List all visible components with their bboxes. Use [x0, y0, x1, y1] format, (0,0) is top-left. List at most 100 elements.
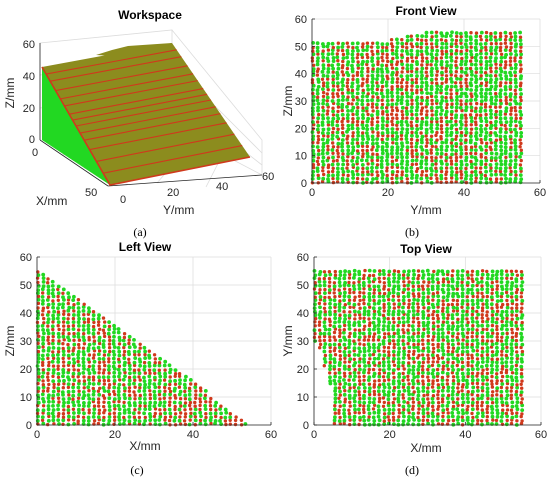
- top-data-point: [456, 386, 460, 390]
- top-data-point: [406, 363, 411, 368]
- top-data-point: [357, 328, 362, 332]
- left-data-point: [158, 378, 162, 383]
- top-data-point: [519, 357, 524, 361]
- left-data-point: [127, 367, 132, 371]
- front-data-point: [514, 133, 518, 138]
- left-data-point: [219, 415, 223, 420]
- front-data-point: [434, 30, 439, 34]
- front-data-point: [479, 51, 483, 56]
- top-data-point: [495, 393, 499, 397]
- left-data-point: [47, 414, 51, 419]
- top-data-point: [485, 327, 489, 332]
- front-data-point: [395, 163, 400, 167]
- front-data-point: [429, 172, 434, 177]
- front-data-point: [425, 62, 429, 67]
- top-data-point: [515, 302, 519, 307]
- left-data-point: [77, 316, 81, 321]
- top-data-point: [431, 321, 436, 325]
- left-data-point: [56, 350, 61, 354]
- top-data-point: [343, 346, 347, 350]
- front-data-point: [355, 70, 360, 75]
- top-data-point: [499, 305, 504, 309]
- top-data-point: [510, 411, 514, 416]
- top-data-point: [491, 418, 495, 422]
- top-data-point: [396, 399, 401, 404]
- front-data-point: [365, 84, 370, 88]
- top-data-point: [515, 385, 519, 390]
- front-data-point: [513, 138, 517, 143]
- top-data-point: [446, 418, 451, 423]
- left-data-point: [72, 338, 76, 342]
- front-data-point: [346, 119, 350, 123]
- top-data-point: [401, 404, 406, 409]
- front-data-point: [389, 90, 394, 95]
- front-data-point: [385, 169, 389, 173]
- left-xtick-label: 0: [34, 429, 40, 441]
- top-data-point: [510, 378, 515, 383]
- front-data-point: [355, 41, 360, 46]
- top-data-point: [327, 270, 332, 274]
- top-data-point: [358, 403, 362, 408]
- top-data-point: [446, 303, 450, 307]
- front-data-point: [429, 134, 434, 138]
- front-data-point: [430, 155, 434, 160]
- front-data-point: [464, 31, 468, 35]
- top-data-point: [323, 295, 327, 300]
- front-data-point: [444, 148, 449, 153]
- top-data-point: [328, 360, 332, 365]
- left-data-point: [173, 396, 178, 400]
- front-data-point: [360, 55, 365, 60]
- top-data-point: [465, 415, 470, 420]
- front-data-point: [365, 59, 370, 64]
- top-data-point: [431, 368, 436, 373]
- left-data-point: [163, 418, 167, 422]
- left-data-point: [106, 389, 111, 394]
- top-data-point: [430, 287, 435, 292]
- top-data-point: [455, 302, 460, 307]
- top-data-point: [391, 411, 395, 416]
- left-data-point: [98, 327, 102, 331]
- left-data-point: [56, 291, 61, 295]
- top-data-point: [480, 330, 485, 335]
- front-data-point: [420, 52, 424, 57]
- front-data-point: [469, 88, 473, 92]
- front-data-point: [371, 145, 375, 149]
- left-data-point: [137, 415, 142, 420]
- front-data-point: [479, 119, 484, 123]
- front-ytick-label: 60: [295, 14, 307, 26]
- top-data-point: [406, 291, 411, 296]
- left-data-point: [198, 418, 203, 423]
- front-data-point: [488, 163, 493, 167]
- left-data-point: [101, 316, 106, 320]
- front-data-point: [325, 56, 330, 61]
- top-data-point: [432, 309, 436, 314]
- left-data-point: [82, 386, 86, 390]
- left-data-point: [183, 415, 187, 419]
- top-data-point: [421, 382, 425, 386]
- top-data-point: [426, 371, 431, 376]
- front-data-point: [474, 66, 479, 71]
- front-data-point: [395, 41, 400, 45]
- front-data-point: [485, 38, 489, 42]
- front-data-point: [498, 155, 503, 160]
- front-data-point: [479, 70, 484, 74]
- front-data-point: [444, 45, 449, 50]
- top-data-point: [460, 283, 464, 288]
- front-data-point: [370, 155, 374, 160]
- left-data-point: [96, 323, 101, 327]
- front-data-point: [444, 42, 449, 46]
- top-data-point: [411, 422, 416, 427]
- top-data-point: [441, 331, 445, 336]
- front-data-point: [434, 158, 438, 163]
- top-data-point: [313, 313, 318, 318]
- top-data-point: [342, 392, 347, 397]
- front-data-point: [385, 69, 390, 74]
- top-data-point: [402, 331, 406, 335]
- top-data-point: [366, 302, 371, 306]
- top-data-point: [460, 302, 465, 306]
- front-data-point: [330, 63, 335, 68]
- front-data-point: [498, 130, 503, 134]
- front-data-point: [419, 41, 424, 46]
- front-data-point: [355, 126, 360, 131]
- top-ytick-label: 30: [297, 336, 309, 348]
